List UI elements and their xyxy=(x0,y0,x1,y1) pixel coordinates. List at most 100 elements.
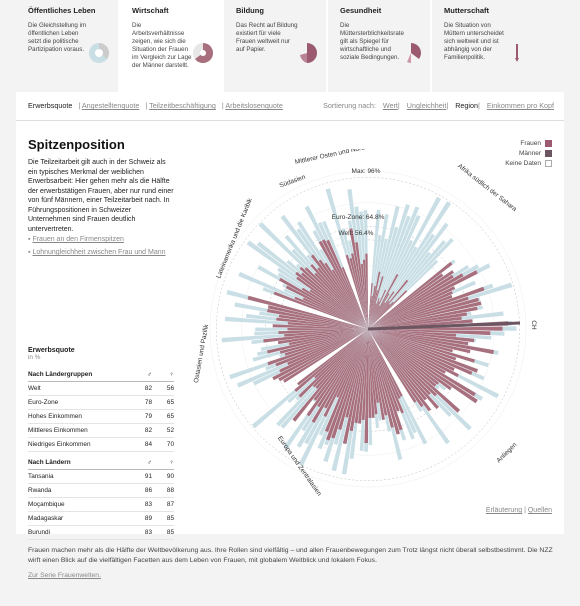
bar-women xyxy=(273,291,368,329)
bar-women xyxy=(283,329,368,383)
bar-women xyxy=(368,303,377,329)
bar-women xyxy=(295,271,368,329)
page-title: Spitzenposition xyxy=(28,137,125,152)
bar-women xyxy=(368,273,444,329)
bar-women xyxy=(368,285,376,329)
sort-einkommen[interactable]: Einkommen pro Kopf xyxy=(486,101,554,110)
bar-women xyxy=(368,290,378,329)
bar-women xyxy=(368,301,394,329)
bar-women xyxy=(326,329,368,441)
bar-women xyxy=(362,259,368,329)
bar-women xyxy=(318,240,368,329)
bar-women xyxy=(368,329,375,418)
card-title: Öffentliches Leben xyxy=(28,6,96,15)
bar-women xyxy=(292,329,368,422)
pie-icon-public xyxy=(89,43,109,63)
table-row: Welt 82 56 xyxy=(28,382,174,396)
table-row: Mittleres Einkommen 82 52 xyxy=(28,424,174,438)
grid-ring xyxy=(209,170,527,488)
link-firmenspitzen[interactable]: Frauen an den Firmenspitzen xyxy=(32,236,124,243)
tab-teilzeit[interactable]: Teilzeitbeschäftigung xyxy=(149,101,216,110)
row-label: Niedriges Einkommen xyxy=(28,441,91,448)
male-icon: ♂ xyxy=(147,459,152,466)
bar-women xyxy=(294,329,368,392)
bar-women xyxy=(368,329,400,412)
tab-erwerbsquote[interactable]: Erwerbsquote xyxy=(28,101,73,110)
bar-women xyxy=(297,329,368,386)
sort-label: Sortierung nach: xyxy=(323,101,376,110)
table-header-groups: Nach Ländergruppen ♂ ♀ xyxy=(28,368,174,382)
bar-women xyxy=(368,276,384,329)
annotation-max: Max: 96% xyxy=(352,168,381,175)
bar-women xyxy=(323,329,368,417)
card-economy[interactable]: Wirtschaft Die Arbeitsverhältnisse zeige… xyxy=(120,0,224,92)
row-label: Rwanda xyxy=(28,487,52,494)
card-desc: Die Gleichstellung im öffentlichen Leben… xyxy=(28,22,87,53)
reference-ring xyxy=(216,177,520,481)
card-desc: Die Müttersterblichkeitsrate gilt als Sp… xyxy=(340,22,404,61)
bar-women xyxy=(301,287,368,329)
chart-bars xyxy=(221,188,521,475)
link-erlaeuterung[interactable]: Erläuterung xyxy=(485,507,523,514)
bar-women xyxy=(299,266,368,329)
female-icon: ♀ xyxy=(169,459,174,466)
bar-women xyxy=(324,329,368,432)
bar-women xyxy=(368,329,394,428)
bar-men xyxy=(368,209,381,329)
bar-men xyxy=(368,201,452,329)
bar-women xyxy=(368,296,469,329)
table-header-countries: Nach Ländern ♂ ♀ xyxy=(28,456,174,470)
bar-men xyxy=(359,211,368,329)
row-label: Euro-Zone xyxy=(28,399,59,406)
bar-women xyxy=(312,329,368,388)
table-title: Erwerbsquote xyxy=(28,347,75,354)
related-links: ▪ Frauen an den Firmenspitzen ▪ Lohnungl… xyxy=(28,236,166,256)
bar-women xyxy=(285,285,368,329)
card-maternity[interactable]: Mutterschaft Die Situation von Müttern u… xyxy=(432,0,536,92)
sort-ungleichheit[interactable]: Ungleichheit xyxy=(406,101,447,110)
region-label-ssa: Afrika südlich der Sahara xyxy=(456,163,518,213)
bar-men xyxy=(368,235,382,329)
data-table: Erwerbsquote in % Nach Ländergruppen ♂ ♀… xyxy=(28,347,174,540)
bar-women xyxy=(368,329,446,374)
row-female-value: 65 xyxy=(166,413,174,420)
bar-women xyxy=(341,267,368,329)
bar-women xyxy=(368,329,417,403)
card-health[interactable]: Gesundheit Die Müttersterblichkeitsrate … xyxy=(328,0,432,92)
legend-keine: Keine Daten xyxy=(505,160,541,167)
bar-women xyxy=(368,329,385,420)
tab-angestelltenquote[interactable]: Angestelltenquote xyxy=(81,101,140,110)
link-lohnungleichheit[interactable]: Lohnungleichheit zwischen Frau und Mann xyxy=(32,249,166,256)
bar-women xyxy=(368,270,478,329)
region-label-mena: Mittlerer Osten und Nordafrika xyxy=(294,149,381,166)
card-education[interactable]: Bildung Das Recht auf Bildung existiert … xyxy=(224,0,328,92)
bar-men xyxy=(368,204,410,329)
bar-women xyxy=(368,301,380,329)
link-serie[interactable]: Zur Serie Frauenwelten. xyxy=(28,572,101,579)
bar-women xyxy=(306,329,368,417)
bar-women xyxy=(345,329,368,418)
link-quellen[interactable]: Quellen xyxy=(527,507,552,514)
bar-women xyxy=(368,270,454,329)
bar-women xyxy=(331,269,368,329)
pie-icon-education xyxy=(300,43,317,63)
bar-women xyxy=(287,329,368,366)
bar-women xyxy=(368,286,456,329)
row-female-value: 52 xyxy=(166,427,174,434)
bar-women xyxy=(368,329,439,385)
bar-women xyxy=(368,329,401,399)
bar-women xyxy=(368,329,457,337)
bar-women xyxy=(324,329,368,409)
bar-women xyxy=(277,329,368,345)
card-public[interactable]: Öffentliches Leben Die Gleichstellung im… xyxy=(16,0,120,92)
row-label: Tansania xyxy=(28,473,54,480)
bar-women xyxy=(368,289,387,329)
row-female-value: 90 xyxy=(166,473,174,480)
bar-women xyxy=(368,329,437,387)
tab-arbeitslosenquote[interactable]: Arbeitslosenquote xyxy=(225,101,283,110)
sort-wert[interactable]: Wert xyxy=(382,101,398,110)
sort-region[interactable]: Region xyxy=(455,101,478,110)
bar-women xyxy=(368,312,468,329)
bar-women xyxy=(247,295,368,329)
bar-women xyxy=(284,329,368,337)
